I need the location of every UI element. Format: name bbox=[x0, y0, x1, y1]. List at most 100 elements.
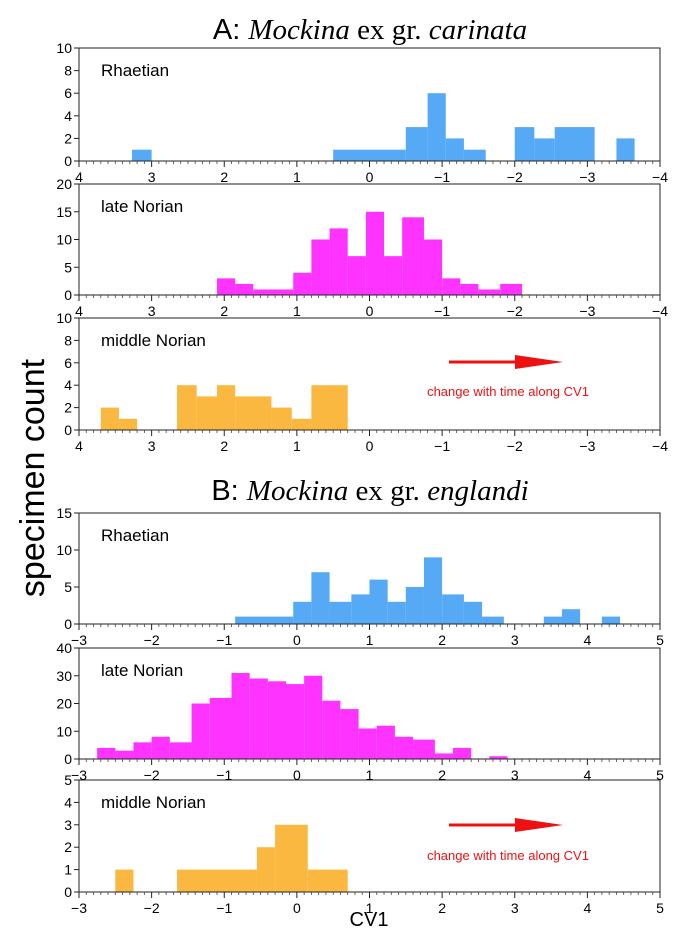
y-tick-label: 10 bbox=[56, 310, 72, 326]
histogram-bar bbox=[387, 601, 406, 624]
x-tick-label: −3 bbox=[71, 900, 87, 916]
x-tick-label: 4 bbox=[75, 169, 83, 185]
x-tick-label: 3 bbox=[511, 632, 519, 648]
histogram-bar bbox=[500, 283, 523, 295]
histogram-bar bbox=[340, 709, 359, 759]
x-tick-label: 4 bbox=[75, 303, 83, 319]
y-tick-label: 1 bbox=[64, 862, 72, 878]
y-tick-label: 4 bbox=[64, 108, 72, 124]
x-tick-label: 0 bbox=[366, 303, 374, 319]
histogram-bar bbox=[405, 127, 428, 161]
histogram-bar bbox=[463, 149, 486, 161]
histogram-bar bbox=[177, 385, 197, 430]
histogram-bar bbox=[151, 736, 170, 759]
panel-group-title-A: A: Mockina ex gr. carinata bbox=[213, 14, 527, 46]
x-tick-label: 1 bbox=[293, 303, 301, 319]
panel-group-title-B: B: Mockina ex gr. englandi bbox=[211, 475, 528, 507]
histogram-bar bbox=[271, 407, 292, 430]
histogram-bar bbox=[115, 869, 134, 892]
panel-label: late Norian bbox=[101, 197, 183, 216]
x-axis-label: CV1 bbox=[350, 909, 389, 931]
panel-label: Rhaetian bbox=[101, 61, 169, 80]
x-tick-label: 3 bbox=[511, 900, 519, 916]
histogram-bar bbox=[365, 211, 385, 295]
histogram-bar bbox=[285, 684, 305, 759]
x-tick-label: 2 bbox=[438, 767, 446, 783]
x-tick-label: −1 bbox=[216, 900, 232, 916]
y-tick-label: 10 bbox=[56, 232, 72, 248]
histogram-bar bbox=[97, 747, 116, 759]
title-middle: ex gr. bbox=[348, 475, 427, 507]
histogram-bar bbox=[293, 601, 312, 624]
y-tick-label: 8 bbox=[64, 63, 72, 79]
histogram-bar bbox=[253, 289, 294, 295]
x-tick-label: −1 bbox=[216, 632, 232, 648]
histogram-bar bbox=[196, 396, 217, 430]
frames-layer bbox=[74, 47, 661, 898]
histogram-bar bbox=[216, 385, 236, 430]
x-tick-label: 0 bbox=[293, 632, 301, 648]
arrow-label: change with time along CV1 bbox=[427, 384, 589, 399]
histogram-bar bbox=[423, 557, 443, 624]
histogram-bar bbox=[434, 753, 454, 759]
histogram-bar bbox=[405, 587, 424, 624]
y-tick-label: 0 bbox=[64, 751, 72, 767]
x-tick-label: 4 bbox=[583, 632, 591, 648]
y-tick-label: 3 bbox=[64, 817, 72, 833]
histogram-bar bbox=[311, 385, 348, 430]
x-tick-label: 1 bbox=[366, 767, 374, 783]
histogram-bar bbox=[256, 847, 276, 892]
x-tick-label: −1 bbox=[434, 438, 450, 454]
histogram-bar bbox=[616, 138, 635, 161]
title-genus: Mockina bbox=[247, 14, 349, 46]
histogram-bar bbox=[293, 272, 312, 295]
histogram-bar bbox=[427, 93, 446, 161]
histogram-bar bbox=[482, 616, 504, 624]
x-tick-label: −2 bbox=[144, 900, 160, 916]
arrow-head-icon bbox=[515, 355, 563, 369]
y-tick-label: 5 bbox=[64, 259, 72, 275]
histogram-bar bbox=[489, 756, 508, 759]
histogram-bar bbox=[442, 594, 464, 624]
y-tick-label: 0 bbox=[64, 884, 72, 900]
x-tick-label: −2 bbox=[144, 767, 160, 783]
histogram-bar bbox=[423, 239, 443, 295]
x-tick-label: 0 bbox=[293, 900, 301, 916]
histogram-bar bbox=[235, 616, 294, 624]
title-prefix: A: bbox=[213, 14, 248, 46]
y-tick-label: 30 bbox=[56, 668, 72, 684]
title-middle: ex gr. bbox=[350, 14, 429, 46]
y-axis-label: specimen count bbox=[14, 358, 52, 597]
arrow-label: change with time along CV1 bbox=[427, 848, 589, 863]
histogram-bar bbox=[231, 672, 250, 759]
x-tick-label: 0 bbox=[366, 169, 374, 185]
y-tick-label: 0 bbox=[64, 153, 72, 169]
x-tick-label: 2 bbox=[438, 632, 446, 648]
title-genus: Mockina bbox=[246, 475, 348, 507]
histogram-bar bbox=[307, 869, 348, 892]
x-tick-label: −1 bbox=[434, 169, 450, 185]
title-prefix: B: bbox=[211, 475, 246, 507]
histogram-bar bbox=[311, 572, 330, 624]
histogram-bar bbox=[177, 869, 257, 892]
x-tick-label: 4 bbox=[583, 900, 591, 916]
x-tick-label: −2 bbox=[507, 169, 523, 185]
x-tick-label: 5 bbox=[656, 632, 664, 648]
histogram-bar bbox=[275, 824, 308, 892]
histogram-bar bbox=[133, 742, 152, 759]
histogram-bar bbox=[358, 728, 377, 759]
histogram-bar bbox=[132, 149, 152, 161]
histogram-bar bbox=[534, 138, 555, 161]
panel-label: late Norian bbox=[101, 661, 183, 680]
y-tick-label: 20 bbox=[56, 696, 72, 712]
histogram-bar bbox=[209, 697, 232, 759]
histogram-bar bbox=[347, 256, 366, 295]
x-tick-label: 3 bbox=[148, 438, 156, 454]
y-tick-label: 15 bbox=[56, 204, 72, 220]
x-tick-label: −2 bbox=[507, 438, 523, 454]
x-tick-label: −2 bbox=[144, 632, 160, 648]
title-species: englandi bbox=[427, 475, 529, 507]
histogram-bar bbox=[191, 703, 210, 759]
